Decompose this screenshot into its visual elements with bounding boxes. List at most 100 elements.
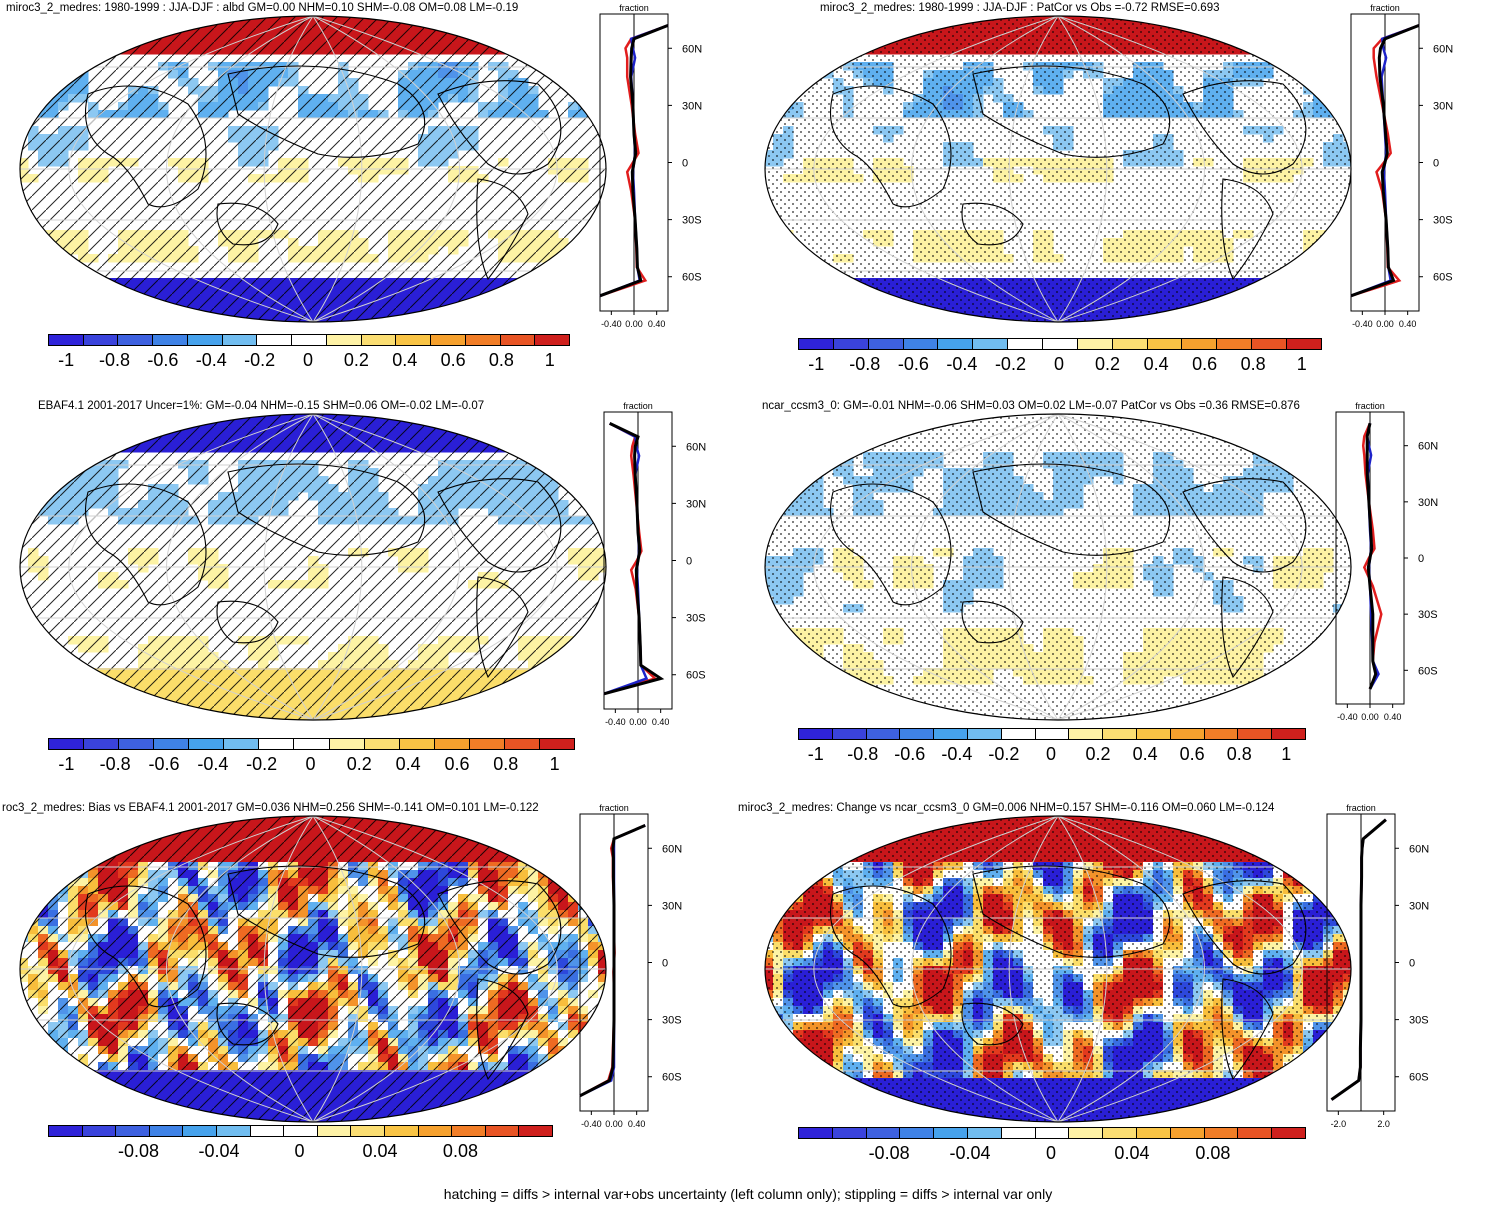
map-cell: [398, 716, 409, 720]
map-cell: [568, 684, 579, 693]
colorbar-swatch: [1069, 729, 1104, 739]
map-cell: [1223, 302, 1234, 311]
map-cell: [765, 102, 774, 111]
map-cell: [518, 708, 529, 717]
map-cell: [1303, 46, 1314, 55]
map-cell: [1163, 16, 1174, 23]
map-cell: [1203, 310, 1214, 319]
map-cell: [588, 302, 599, 311]
map-cell: [853, 22, 864, 31]
map-cell: [1323, 38, 1334, 47]
map-cell: [773, 46, 784, 55]
colorbar-label: 0: [305, 754, 316, 774]
graticule-lon: [68, 16, 314, 322]
map-cell: [568, 652, 579, 661]
map-cell: [468, 16, 479, 23]
map-cell: [578, 444, 589, 453]
map-cell: [48, 476, 59, 485]
map-cell: [823, 62, 834, 71]
map-cell: [68, 286, 79, 295]
map-cell: [873, 38, 884, 47]
map-cell: [1313, 278, 1324, 287]
colorbar-swatch: [799, 339, 834, 349]
map-cell: [823, 16, 834, 23]
map-cell: [893, 318, 904, 322]
map-cell: [438, 310, 449, 319]
map-cell: [833, 46, 844, 55]
map-cell: [128, 38, 139, 47]
map-cell: [518, 294, 529, 303]
map-cell: [58, 302, 69, 311]
map-cell: [68, 716, 79, 720]
map-cell: [98, 708, 109, 717]
map-cell: [1253, 294, 1264, 303]
map-cell: [773, 294, 784, 303]
map-cell: [588, 428, 599, 437]
map-cell: [813, 460, 824, 469]
map-cell: [548, 830, 559, 839]
map-cell: [793, 460, 804, 469]
map-cell: [28, 286, 39, 295]
map-cell: [38, 414, 49, 421]
map-cell: [793, 30, 804, 39]
map-cell: [98, 30, 109, 39]
map-cell: [168, 310, 179, 319]
map-cell: [148, 816, 159, 823]
map-cell: [20, 294, 29, 303]
map-cell: [765, 86, 774, 95]
map-cell: [148, 822, 159, 831]
map-cell: [88, 414, 99, 421]
map-cell: [478, 822, 489, 831]
map-cell: [138, 420, 149, 429]
map-cell: [28, 692, 39, 701]
map-cell: [783, 318, 794, 322]
map-cell: [873, 22, 884, 31]
map-cell: [38, 816, 49, 823]
map-cell: [68, 668, 79, 677]
map-cell: [48, 684, 59, 693]
map-cell: [68, 62, 79, 71]
colorbar-label: 0.8: [488, 350, 514, 370]
map-cell: [468, 302, 479, 311]
map-cell: [158, 822, 169, 831]
map-cell: [498, 38, 509, 47]
map-cell: [138, 414, 149, 421]
map-cell: [478, 816, 489, 823]
map-cell: [378, 318, 389, 322]
colorbar-swatch: [1136, 729, 1171, 739]
map-cell: [238, 716, 249, 720]
map-cell: [1243, 30, 1254, 39]
map-cell: [468, 414, 479, 421]
map-p1: [19, 15, 607, 323]
map-cell: [168, 16, 179, 23]
map-cell: [48, 278, 59, 287]
map-cell: [58, 468, 69, 477]
map-cell: [78, 414, 89, 421]
map-cell: [1273, 310, 1284, 319]
map-cell: [38, 708, 49, 717]
map-cell: [68, 676, 79, 685]
map-cell: [48, 86, 59, 95]
map-cell: [38, 70, 49, 79]
map-cell: [1253, 30, 1264, 39]
map-cell: [188, 318, 199, 322]
map-cell: [118, 822, 129, 831]
map-cell: [68, 684, 79, 693]
map-cell: [20, 428, 29, 437]
map-cell: [38, 302, 49, 311]
map-cell: [108, 684, 119, 693]
map-cell: [488, 708, 499, 717]
map-cell: [568, 700, 579, 709]
map-cell: [588, 94, 599, 103]
map-cell: [803, 278, 814, 287]
map-cell: [98, 684, 109, 693]
map-cell: [1313, 70, 1324, 79]
coastline: [961, 600, 1024, 644]
colorbar-swatch: [329, 739, 365, 749]
map-cell: [98, 22, 109, 31]
map-cell: [1283, 318, 1294, 322]
map-cell: [498, 414, 509, 421]
map-cell: [1323, 660, 1334, 669]
map-cell: [1213, 302, 1224, 311]
colorbar-labels: -1 -0.8 -0.6 -0.4 -0.2 0 0.2 0.4 0.6 0.8 1: [48, 350, 568, 372]
